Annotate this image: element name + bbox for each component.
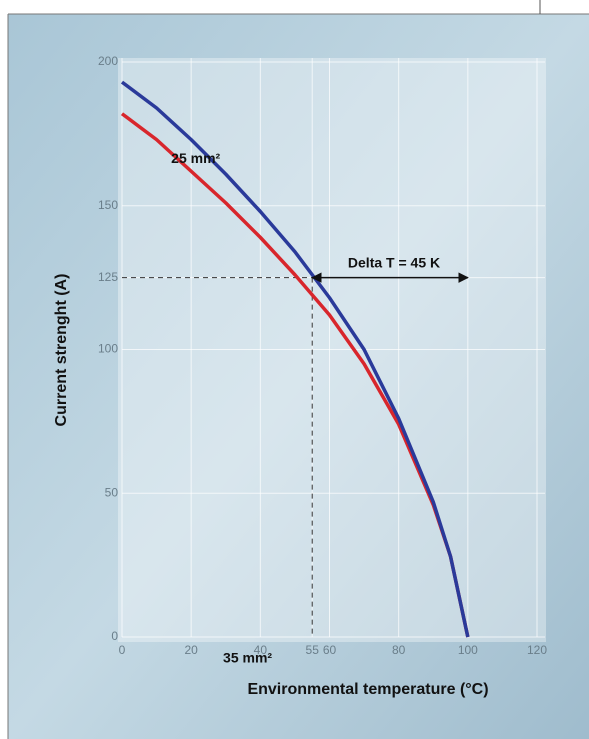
y-tick-label: 100	[98, 342, 118, 356]
x-tick-label: 0	[119, 643, 126, 657]
y-tick-label: 0	[111, 629, 118, 643]
x-axis-title: Environmental temperature (°C)	[247, 681, 488, 698]
x-tick-label: 100	[458, 643, 478, 657]
x-tick-label: 60	[323, 643, 337, 657]
series-label: 25 mm²	[171, 150, 220, 166]
y-tick-label: 50	[105, 485, 119, 499]
x-tick-label: 20	[184, 643, 198, 657]
y-tick-label: 125	[98, 270, 118, 284]
x-tick-label: 80	[392, 643, 406, 657]
x-tick-label: 120	[527, 643, 547, 657]
x-tick-label: 55	[306, 643, 320, 657]
y-tick-label: 200	[98, 54, 118, 68]
annotation-text: Delta T = 45 K	[348, 254, 440, 270]
y-axis-title: Current strenght (A)	[53, 274, 70, 427]
chart: Environmental temperature (°C) Current s…	[0, 0, 589, 739]
y-tick-label: 150	[98, 198, 118, 212]
series-label: 35 mm²	[223, 650, 272, 666]
